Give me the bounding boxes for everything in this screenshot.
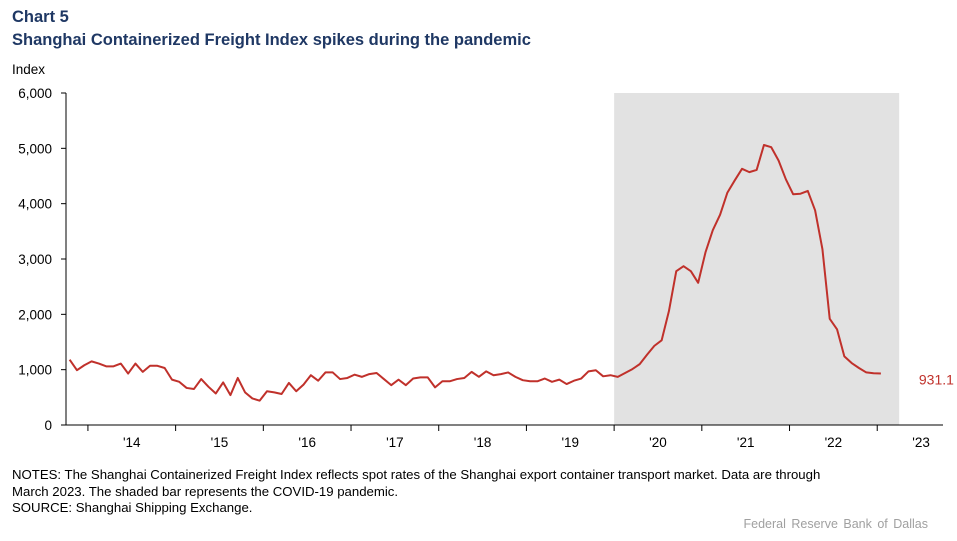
x-tick-label: '20 [649, 435, 667, 450]
shade-layer [614, 93, 900, 425]
credit: Federal Reserve Bank of Dallas [743, 517, 928, 531]
chart-area: Index 0 1,000 2,000 3,000 4,000 5,000 6,000 '14 '… [12, 62, 954, 450]
end-value-label: 931.1 [919, 371, 954, 387]
x-tick-label: '23 [912, 435, 930, 450]
y-tick-label: 2,000 [18, 307, 52, 322]
notes-line-2: March 2023. The shaded bar represents th… [12, 483, 399, 499]
line-layer [68, 144, 881, 402]
y-tick-label: 1,000 [18, 363, 52, 378]
label-layer: Index 0 1,000 2,000 3,000 4,000 5,000 6,000 '14 '… [12, 62, 954, 450]
x-tick-label: '18 [474, 435, 492, 450]
y-tick-label: 6,000 [18, 86, 52, 101]
x-tick-label: '21 [737, 435, 755, 450]
x-tick-label: '19 [561, 435, 579, 450]
y-tick-label: 0 [44, 418, 52, 433]
notes: NOTES: The Shanghai Containerized Freigh… [12, 467, 942, 517]
y-axis-title: Index [12, 62, 45, 77]
index-line [68, 144, 881, 402]
source-line: SOURCE: Shanghai Shipping Exchange. [12, 500, 253, 515]
x-tick-label: '17 [386, 435, 404, 450]
y-tick-label: 4,000 [18, 197, 52, 212]
x-tick-label: '14 [123, 435, 141, 450]
x-tick-label: '16 [298, 435, 316, 450]
y-tick-label: 5,000 [18, 141, 52, 156]
shaded-period-bar [614, 93, 900, 425]
chart-number: Chart 5 [12, 8, 69, 26]
y-tick-label: 3,000 [18, 252, 52, 267]
chart-title: Shanghai Containerized Freight Index spi… [12, 31, 531, 49]
notes-line-1: NOTES: The Shanghai Containerized Freigh… [12, 467, 821, 482]
x-tick-label: '22 [825, 435, 843, 450]
axes-layer [61, 92, 943, 431]
x-tick-label: '15 [211, 435, 229, 450]
